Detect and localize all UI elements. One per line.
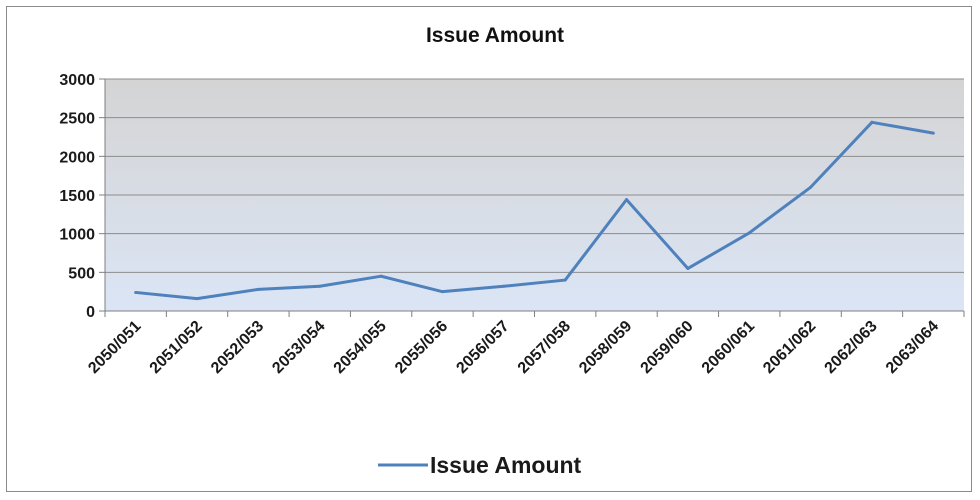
x-tick-label: 2057/058: [515, 318, 574, 377]
y-tick-label: 1000: [59, 227, 95, 244]
data-point: [625, 198, 629, 202]
y-tick-label: 2500: [59, 111, 95, 128]
y-tick-label: 1500: [59, 188, 95, 205]
x-tick-label: 2056/057: [453, 318, 512, 377]
x-tick-label: 2050/051: [85, 318, 144, 377]
legend: Issue Amount: [378, 452, 582, 478]
y-tick-label: 3000: [59, 72, 95, 89]
y-tick-label: 0: [86, 304, 95, 321]
x-tick-label: 2054/055: [331, 318, 390, 377]
data-point: [870, 120, 874, 124]
x-tick-label: 2052/053: [208, 318, 267, 377]
legend-label: Issue Amount: [430, 452, 582, 478]
y-tick-label: 500: [68, 265, 95, 282]
data-point: [563, 278, 567, 282]
series-line: [135, 120, 934, 301]
y-axis-ticks: 0 500 1000 1500 2000 2500 3000: [59, 72, 105, 321]
data-point: [195, 297, 199, 301]
x-tick-label: 2058/059: [576, 318, 635, 377]
x-tick-label: 2051/052: [147, 318, 206, 377]
y-tick-label: 2000: [59, 149, 95, 166]
x-tick-label: 2062/063: [822, 318, 881, 377]
gridlines: [105, 78, 964, 273]
x-tick-label: 2055/056: [392, 318, 451, 377]
series-layer: [134, 120, 935, 301]
data-point: [931, 131, 935, 135]
data-point: [256, 287, 260, 291]
x-axis-ticks: 2050/051 2051/052 2052/053 2053/054 2054/055…: [85, 311, 965, 377]
data-point: [747, 231, 751, 235]
data-point: [686, 266, 690, 270]
data-point: [440, 290, 444, 294]
x-tick-label: 2063/064: [883, 318, 942, 377]
data-point: [502, 284, 506, 288]
x-tick-label: 2053/054: [269, 318, 328, 377]
data-point: [134, 290, 138, 294]
chart-title: Issue Amount: [425, 24, 565, 47]
data-point: [809, 185, 813, 189]
x-tick-label: 2061/062: [760, 318, 819, 377]
x-tick-label: 2060/061: [699, 318, 758, 377]
x-tick-label: 2059/060: [638, 318, 697, 377]
data-point: [318, 284, 322, 288]
data-point: [379, 274, 383, 278]
